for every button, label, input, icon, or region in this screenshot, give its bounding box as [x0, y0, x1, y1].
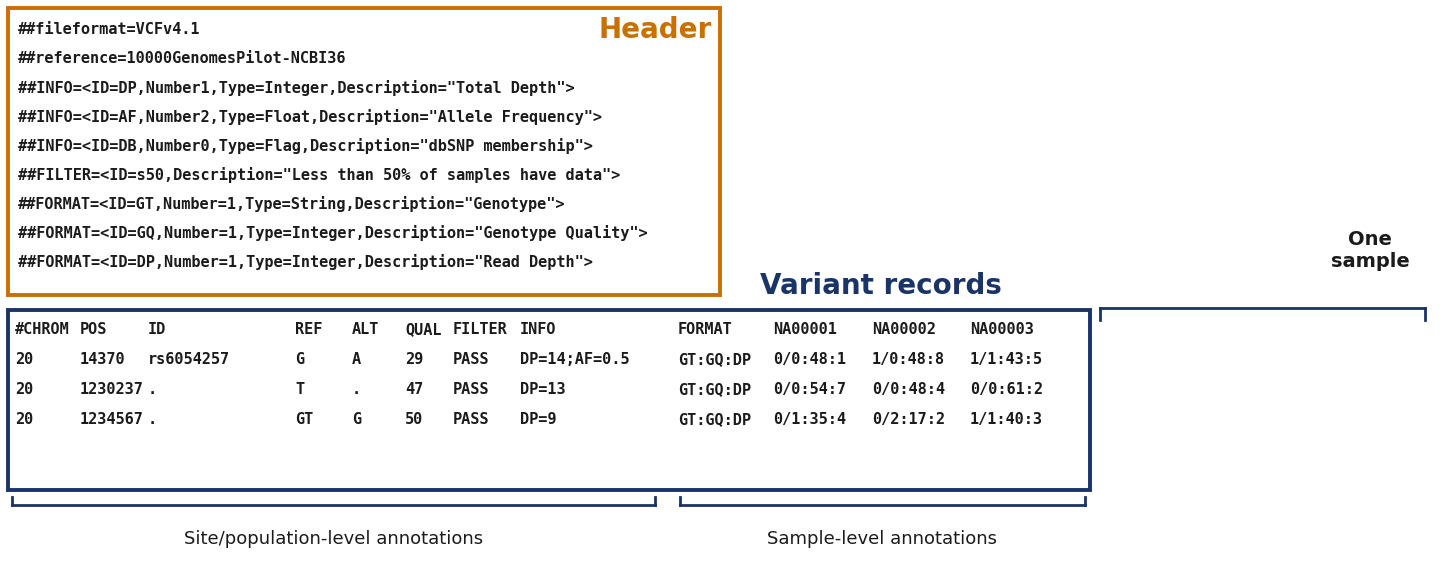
Text: 0/0:48:4: 0/0:48:4 [873, 382, 945, 397]
Text: 0/0:48:1: 0/0:48:1 [773, 352, 847, 367]
Text: ##INFO=<ID=AF,Number2,Type=Float,Description="Allele Frequency">: ##INFO=<ID=AF,Number2,Type=Float,Descrip… [17, 109, 602, 125]
Text: #CHROM: #CHROM [14, 322, 69, 337]
Text: GT: GT [295, 412, 314, 427]
Text: One
sample: One sample [1331, 230, 1410, 271]
Text: ##FORMAT=<ID=GQ,Number=1,Type=Integer,Description="Genotype Quality">: ##FORMAT=<ID=GQ,Number=1,Type=Integer,De… [17, 225, 648, 241]
Text: 20: 20 [14, 412, 33, 427]
Text: ##INFO=<ID=DB,Number0,Type=Flag,Description="dbSNP membership">: ##INFO=<ID=DB,Number0,Type=Flag,Descript… [17, 138, 593, 154]
Text: ##FORMAT=<ID=DP,Number=1,Type=Integer,Description="Read Depth">: ##FORMAT=<ID=DP,Number=1,Type=Integer,De… [17, 254, 593, 270]
Text: ##FORMAT=<ID=GT,Number=1,Type=String,Description="Genotype">: ##FORMAT=<ID=GT,Number=1,Type=String,Des… [17, 196, 566, 212]
Text: DP=9: DP=9 [520, 412, 556, 427]
Text: ALT: ALT [351, 322, 379, 337]
Text: ##FILTER=<ID=s50,Description="Less than 50% of samples have data">: ##FILTER=<ID=s50,Description="Less than … [17, 167, 621, 183]
Text: Sample-level annotations: Sample-level annotations [768, 530, 996, 548]
Text: 14370: 14370 [81, 352, 125, 367]
Text: G: G [351, 412, 361, 427]
Text: .: . [351, 382, 361, 397]
FancyBboxPatch shape [9, 8, 720, 295]
Text: 1/1:40:3: 1/1:40:3 [971, 412, 1043, 427]
Text: ##fileformat=VCFv4.1: ##fileformat=VCFv4.1 [17, 22, 200, 37]
Text: Header: Header [599, 16, 711, 44]
Text: 1230237: 1230237 [81, 382, 144, 397]
Text: G: G [295, 352, 304, 367]
Text: PASS: PASS [454, 412, 490, 427]
Text: 0/2:17:2: 0/2:17:2 [873, 412, 945, 427]
Text: 20: 20 [14, 352, 33, 367]
Text: 47: 47 [405, 382, 423, 397]
Text: PASS: PASS [454, 382, 490, 397]
Text: A: A [351, 352, 361, 367]
Text: T: T [295, 382, 304, 397]
Text: NA00002: NA00002 [873, 322, 936, 337]
Text: FILTER: FILTER [454, 322, 508, 337]
Text: 1/1:43:5: 1/1:43:5 [971, 352, 1043, 367]
Text: 29: 29 [405, 352, 423, 367]
Text: .: . [148, 412, 157, 427]
Text: PASS: PASS [454, 352, 490, 367]
Text: .: . [148, 382, 157, 397]
Text: ID: ID [148, 322, 166, 337]
Text: 0/0:61:2: 0/0:61:2 [971, 382, 1043, 397]
Text: INFO: INFO [520, 322, 556, 337]
Text: NA00003: NA00003 [971, 322, 1034, 337]
Text: 1/0:48:8: 1/0:48:8 [873, 352, 945, 367]
Text: Variant records: Variant records [760, 272, 1002, 300]
Text: GT:GQ:DP: GT:GQ:DP [678, 412, 752, 427]
Text: 1234567: 1234567 [81, 412, 144, 427]
Text: POS: POS [81, 322, 108, 337]
Text: Site/population-level annotations: Site/population-level annotations [184, 530, 484, 548]
Text: ##reference=10000GenomesPilot-NCBI36: ##reference=10000GenomesPilot-NCBI36 [17, 51, 347, 66]
Text: NA00001: NA00001 [773, 322, 837, 337]
Text: GT:GQ:DP: GT:GQ:DP [678, 382, 752, 397]
Text: FORMAT: FORMAT [678, 322, 733, 337]
Text: GT:GQ:DP: GT:GQ:DP [678, 352, 752, 367]
FancyBboxPatch shape [9, 310, 1090, 490]
Text: 50: 50 [405, 412, 423, 427]
Text: DP=14;AF=0.5: DP=14;AF=0.5 [520, 352, 629, 367]
Text: rs6054257: rs6054257 [148, 352, 230, 367]
Text: 0/0:54:7: 0/0:54:7 [773, 382, 847, 397]
Text: QUAL: QUAL [405, 322, 442, 337]
Text: DP=13: DP=13 [520, 382, 566, 397]
Text: ##INFO=<ID=DP,Number1,Type=Integer,Description="Total Depth">: ##INFO=<ID=DP,Number1,Type=Integer,Descr… [17, 80, 575, 96]
Text: REF: REF [295, 322, 323, 337]
Text: 0/1:35:4: 0/1:35:4 [773, 412, 847, 427]
Text: 20: 20 [14, 382, 33, 397]
